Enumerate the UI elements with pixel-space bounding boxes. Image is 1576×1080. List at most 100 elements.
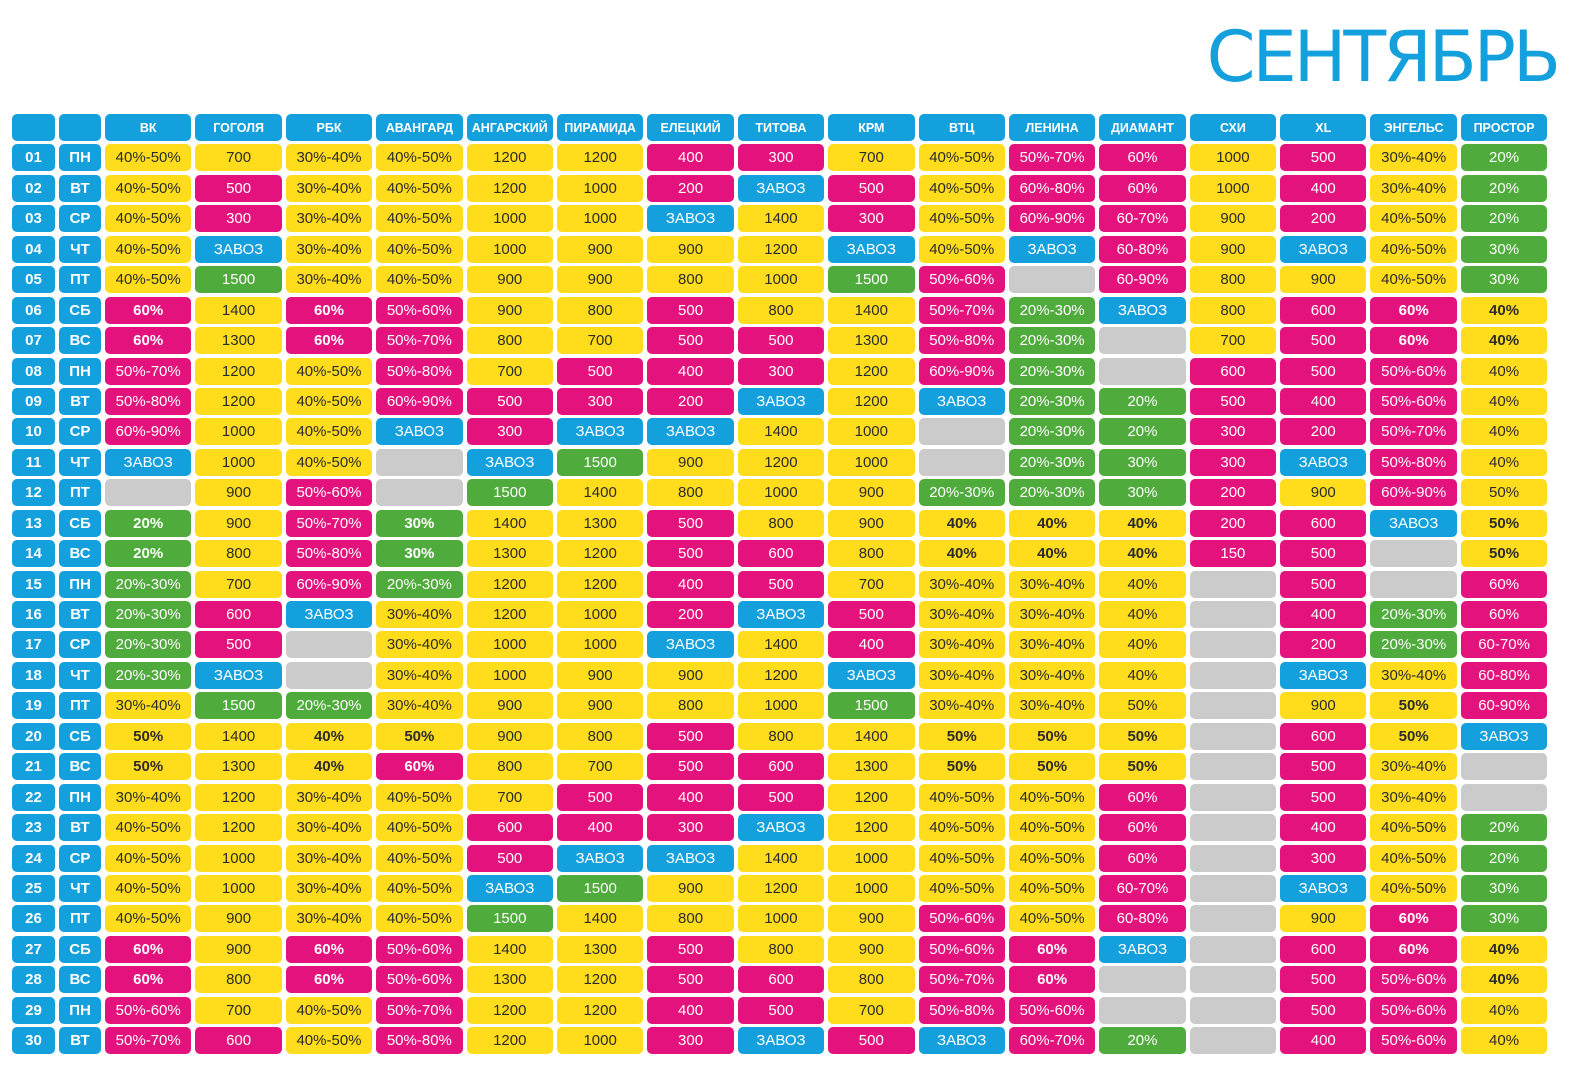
table-cell: 1200	[828, 783, 915, 811]
day-number: 07	[12, 327, 55, 355]
day-of-week: СР	[59, 205, 101, 233]
table-cell: 1400	[466, 935, 553, 963]
column-header: СХИ	[1189, 114, 1277, 141]
schedule-table: ВК ГОГОЛЯ РБК АВАНГАРД АНГАРСКИЙ ПИРАМИДА ЕЛЕЦ…	[12, 114, 1548, 1055]
table-cell: 1200	[466, 601, 553, 628]
table-cell: 40%	[1460, 357, 1548, 385]
table-cell: 1200	[556, 966, 644, 994]
table-cell: 60%	[1008, 966, 1096, 994]
table-cell: 50%-60%	[1370, 387, 1457, 415]
table-cell: 60%	[1099, 844, 1186, 872]
table-cell: 900	[828, 905, 915, 933]
table-cell: 1400	[737, 418, 825, 446]
day-number: 16	[12, 601, 55, 628]
table-cell: 900	[1280, 692, 1367, 720]
table-cell: 700	[556, 753, 644, 781]
table-cell: 500	[556, 783, 644, 811]
table-cell: 200	[647, 174, 734, 202]
table-cell: 20%-30%	[1008, 479, 1096, 507]
table-cell: 900	[466, 722, 553, 750]
table-cell: 50%-80%	[285, 540, 373, 568]
table-cell: 20%-30%	[1008, 448, 1096, 476]
table-cell: 1200	[737, 874, 825, 902]
day-number: 08	[12, 357, 55, 385]
table-cell: 40%-50%	[285, 387, 373, 415]
table-cell: 50%-70%	[1370, 418, 1457, 446]
table-cell: 50%-60%	[105, 996, 192, 1024]
table-cell: 20%	[1099, 418, 1186, 446]
table-cell: 800	[1189, 266, 1277, 294]
table-cell: 40%-50%	[376, 174, 463, 202]
table-cell: ЗАВОЗ	[647, 631, 734, 659]
table-cell: 1200	[466, 570, 553, 598]
column-header: ДИАМАНТ	[1099, 114, 1186, 141]
table-cell: 20%	[105, 509, 192, 537]
table-cell: ЗАВОЗ	[1280, 235, 1367, 263]
table-cell: 40%-50%	[1008, 874, 1096, 902]
table-cell: 900	[828, 509, 915, 537]
table-cell: 1200	[466, 144, 553, 172]
table-cell	[1099, 966, 1186, 994]
day-number: 18	[12, 661, 55, 689]
table-cell: 1300	[556, 509, 644, 537]
table-cell: 200	[647, 387, 734, 415]
table-cell: 40%	[1008, 509, 1096, 537]
table-cell: 1200	[556, 540, 644, 568]
table-cell: 400	[1280, 387, 1367, 415]
table-cell: 50%-60%	[285, 479, 373, 507]
table-cell: 900	[556, 235, 644, 263]
table-cell: 1400	[556, 905, 644, 933]
table-cell: 300	[1280, 844, 1367, 872]
table-cell: 1000	[466, 205, 553, 233]
table-cell: 1200	[556, 144, 644, 172]
table-cell: 30%-40%	[285, 905, 373, 933]
day-of-week: ВС	[59, 327, 101, 355]
table-cell: 600	[195, 1027, 282, 1055]
table-cell: 900	[1189, 205, 1277, 233]
table-cell: 500	[828, 1027, 915, 1055]
table-cell: 60%	[1370, 296, 1457, 324]
table-cell: 30%-40%	[285, 814, 373, 842]
day-of-week: ПТ	[59, 692, 101, 720]
table-cell: 40%-50%	[376, 814, 463, 842]
table-cell: 40%-50%	[918, 174, 1005, 202]
table-cell: 800	[647, 905, 734, 933]
table-cell: 40%-50%	[285, 357, 373, 385]
column-header: ЛЕНИНА	[1008, 114, 1096, 141]
day-of-week: ПТ	[59, 479, 101, 507]
table-cell: 1200	[556, 570, 644, 598]
table-cell: 600	[737, 966, 825, 994]
table-cell: 800	[466, 327, 553, 355]
table-cell: 400	[1280, 814, 1367, 842]
table-cell: 1200	[737, 235, 825, 263]
day-of-week: ЧТ	[59, 874, 101, 902]
table-cell: ЗАВОЗ	[556, 844, 644, 872]
table-cell: 900	[647, 661, 734, 689]
table-cell: 60%-80%	[1008, 174, 1096, 202]
table-cell: 60%	[1370, 905, 1457, 933]
table-cell: 30%	[1460, 235, 1548, 263]
table-cell: 400	[647, 996, 734, 1024]
column-header: ПИРАМИДА	[556, 114, 644, 141]
table-cell: 500	[1280, 357, 1367, 385]
table-cell: 600	[195, 601, 282, 628]
table-cell: 1000	[556, 601, 644, 628]
table-cell: 40%-50%	[1008, 783, 1096, 811]
table-cell	[285, 631, 373, 659]
table-cell: 300	[466, 418, 553, 446]
day-number: 02	[12, 174, 55, 202]
day-of-week: СР	[59, 844, 101, 872]
table-cell: 500	[737, 327, 825, 355]
table-cell: 900	[1280, 905, 1367, 933]
table-cell: 30%-40%	[1370, 753, 1457, 781]
table-cell: 60%	[1370, 327, 1457, 355]
table-cell: 60%	[105, 966, 192, 994]
table-cell: 40%-50%	[1008, 814, 1096, 842]
table-cell: 50%	[1460, 479, 1548, 507]
table-cell: ЗАВОЗ	[105, 448, 192, 476]
table-cell: 60%-70%	[1008, 1027, 1096, 1055]
table-cell: 800	[1189, 296, 1277, 324]
table-cell: 500	[828, 601, 915, 628]
table-cell: 1200	[195, 357, 282, 385]
table-cell: 700	[466, 783, 553, 811]
